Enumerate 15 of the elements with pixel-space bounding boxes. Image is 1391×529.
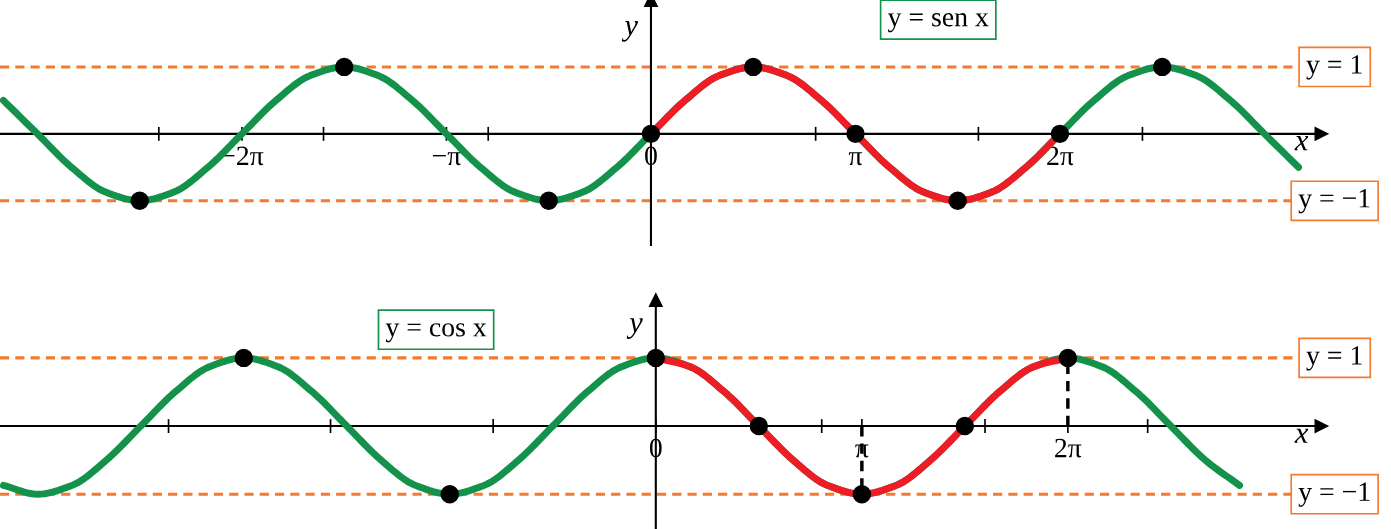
- x-axis-title: x: [1294, 428, 1309, 443]
- x-tick-label: −π: [432, 152, 461, 166]
- x-tick-label: π: [848, 152, 863, 166]
- x-tick-label: 2π: [1055, 438, 1082, 458]
- ref-line-label: y = −1: [1298, 189, 1370, 214]
- text: y = cos x: [385, 323, 487, 343]
- text: y = sen x: [887, 13, 989, 33]
- ref-line-label: y = −1: [1298, 482, 1370, 507]
- x-tick-label: −2π: [221, 146, 264, 166]
- y-axis-title: y: [621, 21, 638, 42]
- x-axis-title: x: [1294, 136, 1309, 151]
- x-tick-label: 2π: [1047, 146, 1074, 166]
- y-axis-title: y: [626, 318, 643, 339]
- ref-line-label: y = 1: [1306, 55, 1362, 80]
- ref-line-label: y = 1: [1306, 346, 1362, 371]
